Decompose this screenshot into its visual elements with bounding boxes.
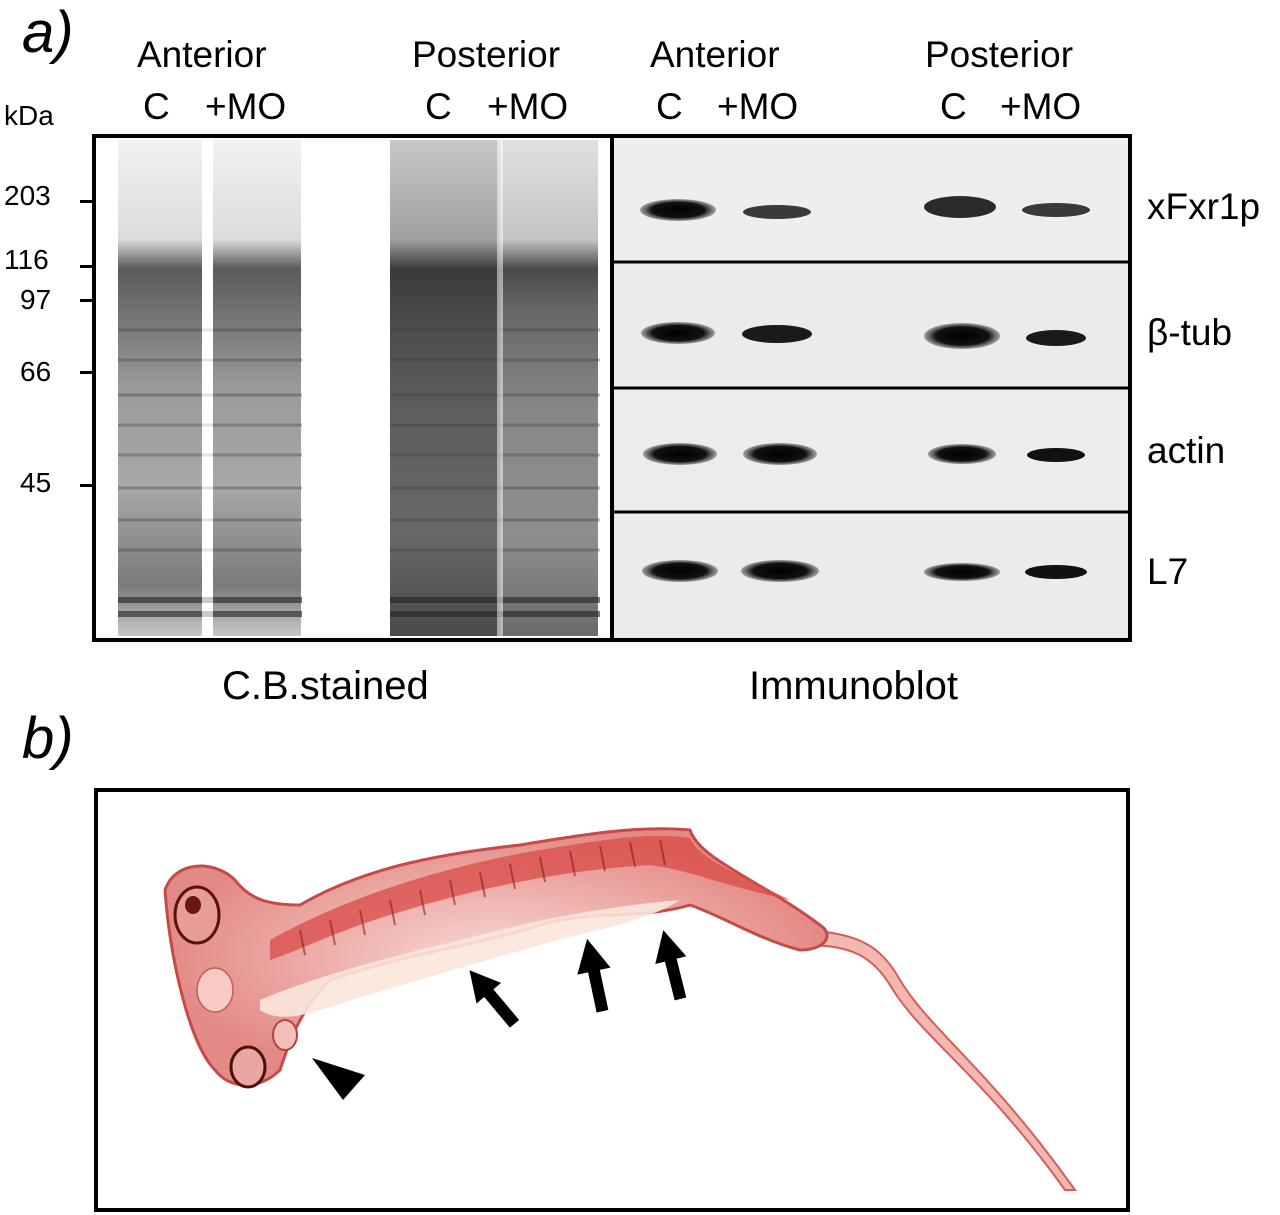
mw-tick (80, 371, 96, 374)
lane-label: C (940, 86, 967, 127)
lane-label: +MO (205, 86, 287, 127)
gel-lane (118, 140, 202, 636)
lane-label: +MO (717, 86, 799, 127)
gel-lane (390, 140, 500, 636)
header-posterior-blot: Posterior (925, 34, 1074, 75)
blot-label-xfxr1p: xFxr1p (1147, 186, 1261, 227)
mw-marker-97: 97 (20, 284, 52, 315)
arrow-icon (655, 930, 687, 1001)
mw-marker-66: 66 (20, 356, 52, 387)
panel-b-letter: b) (22, 706, 74, 771)
header-anterior-blot: Anterior (650, 34, 780, 75)
gel-lane (213, 140, 301, 636)
blot-label-beta-tub: β-tub (1147, 312, 1233, 353)
caption-cb-stained: C.B.stained (222, 664, 429, 708)
header-anterior-cb: Anterior (137, 34, 267, 75)
lane-label: C (143, 86, 170, 127)
kda-label: kDa (4, 100, 54, 131)
lane-label: C (425, 86, 452, 127)
lane-label: +MO (487, 86, 569, 127)
gel-lane (500, 140, 598, 636)
arrowhead-icon (312, 1058, 365, 1100)
lane-label: C (656, 86, 683, 127)
mw-marker-116: 116 (4, 244, 49, 275)
mw-tick (80, 200, 96, 203)
lane-label: +MO (1000, 86, 1082, 127)
mw-marker-45: 45 (20, 467, 52, 498)
header-posterior-cb: Posterior (412, 34, 561, 75)
blot-label-actin: actin (1147, 430, 1226, 471)
mw-marker-203: 203 (4, 180, 51, 211)
embryo-section (163, 827, 1077, 1191)
blot-bands (640, 196, 1090, 582)
mw-tick (80, 299, 96, 302)
blot-label-l7: L7 (1147, 551, 1189, 592)
caption-immunoblot: Immunoblot (749, 664, 958, 708)
mw-tick (80, 484, 96, 487)
arrow-icon (469, 970, 520, 1028)
arrow-icon (577, 938, 611, 1013)
mw-tick (80, 265, 96, 268)
panel-a-letter: a) (22, 0, 74, 65)
